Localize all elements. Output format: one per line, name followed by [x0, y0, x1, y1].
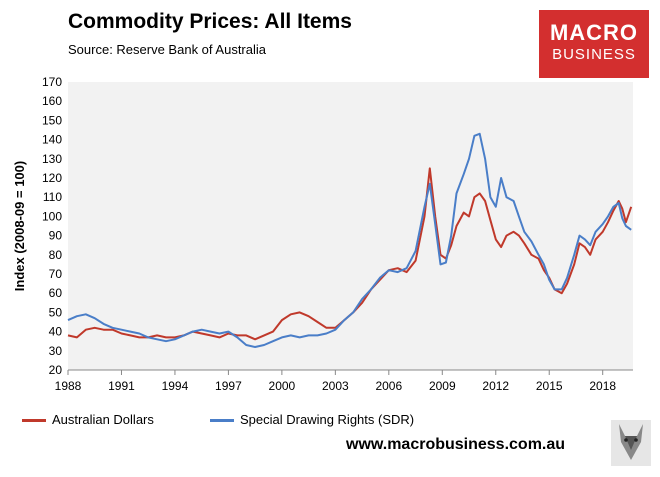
x-tick-label: 1991: [108, 379, 135, 393]
legend-item-sdr: Special Drawing Rights (SDR): [210, 412, 414, 427]
x-tick-label: 1988: [55, 379, 82, 393]
series-lines: [67, 132, 633, 348]
x-tick-label: 1994: [162, 379, 189, 393]
legend-item-aud: Australian Dollars: [22, 412, 154, 427]
logo-line-2: BUSINESS: [552, 46, 636, 63]
y-axis-label: Index (2008-09 = 100): [12, 161, 27, 291]
x-axis: 1988 1991 1994 1997 2000 2003 2006 2009 2012 2015…: [55, 369, 633, 393]
y-tick-label: 120: [42, 171, 62, 185]
y-tick-label: 70: [49, 267, 63, 281]
chart-subtitle: Source: Reserve Bank of Australia: [68, 42, 266, 57]
wolf-icon: [611, 420, 651, 466]
legend-swatch-aud: [22, 419, 46, 423]
x-tick-label: 1997: [215, 379, 242, 393]
y-tick-label: 140: [42, 133, 62, 147]
logo-line-1: MACRO: [549, 20, 639, 45]
website-link[interactable]: www.macrobusiness.com.au: [346, 436, 566, 453]
x-tick-label: 2015: [536, 379, 563, 393]
x-tick-label: 2006: [375, 379, 402, 393]
y-tick-label: 60: [49, 286, 63, 300]
y-axis: 20 30 40 50 60 70 80 90 100 110 120 130 140 150 160 170: [42, 75, 62, 377]
y-tick-label: 80: [49, 248, 63, 262]
y-tick-label: 20: [49, 363, 63, 377]
y-tick-label: 160: [42, 94, 62, 108]
legend-label-sdr: Special Drawing Rights (SDR): [240, 412, 415, 427]
y-tick-label: 50: [49, 305, 63, 319]
legend-label-aud: Australian Dollars: [52, 412, 154, 427]
x-tick-label: 2018: [589, 379, 616, 393]
y-tick-label: 100: [42, 209, 62, 223]
y-tick-label: 30: [49, 344, 63, 358]
x-tick-label: 2009: [429, 379, 456, 393]
y-tick-label: 150: [42, 113, 62, 127]
legend-swatch-sdr: [210, 419, 234, 423]
commodity-line-chart: 20 30 40 50 60 70 80 90 100 110 120 130 140 150 160 170…: [12, 75, 633, 393]
x-tick-label: 2003: [322, 379, 349, 393]
y-tick-label: 110: [43, 190, 62, 204]
x-tick-label: 2012: [482, 379, 509, 393]
y-tick-label: 170: [42, 75, 62, 89]
series-line-sdr: [67, 132, 632, 348]
y-tick-label: 90: [49, 229, 63, 243]
plot-area: [68, 82, 633, 370]
y-tick-label: 130: [42, 152, 62, 166]
x-tick-label: 2000: [269, 379, 296, 393]
y-tick-label: 40: [49, 325, 63, 339]
chart-title: Commodity Prices: All Items: [68, 10, 352, 33]
macrobusiness-logo: MACRO BUSINESS: [539, 10, 649, 78]
